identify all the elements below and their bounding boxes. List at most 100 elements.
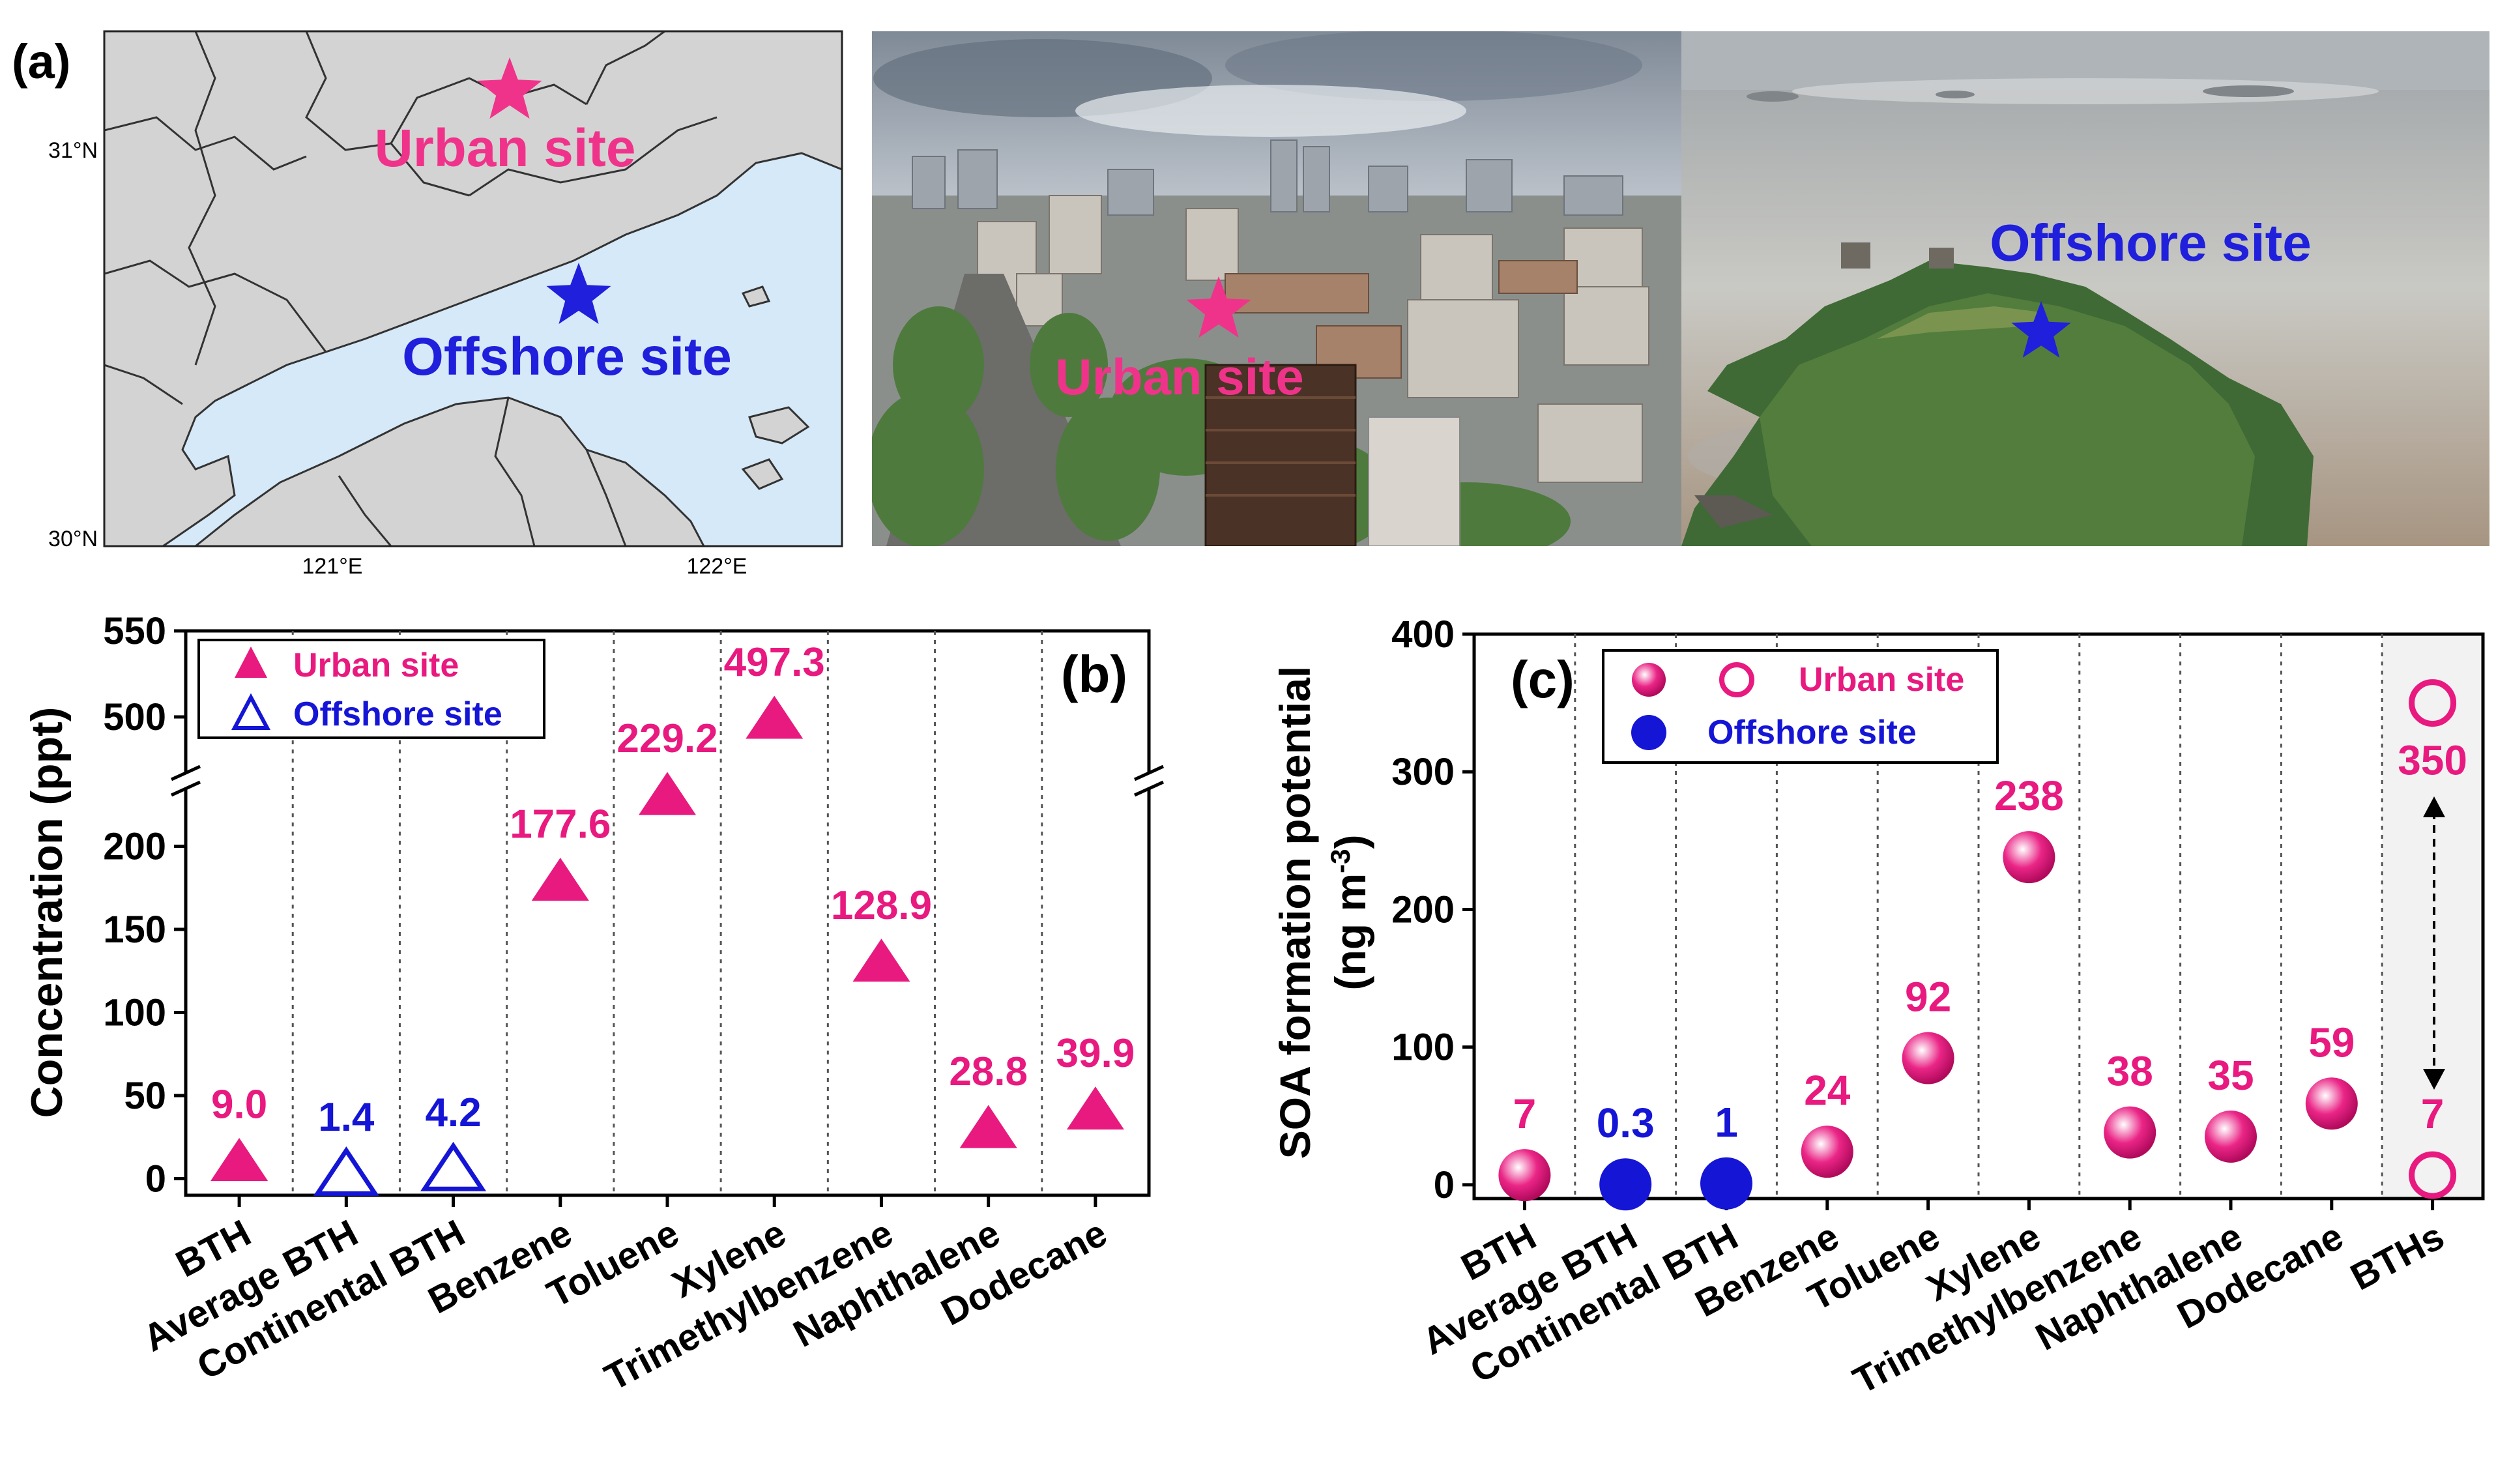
legend-b-offshore-label: Offshore site xyxy=(293,695,502,733)
panel-a-map: (a) 31°N 30°N 121° xyxy=(12,30,843,579)
island xyxy=(748,406,810,444)
y-axis-label-b: Concentration (ppt) xyxy=(22,707,72,1118)
axis-break-mark xyxy=(170,764,201,781)
offshore-photo-star-icon xyxy=(2011,301,2071,358)
axis-break-mark xyxy=(1133,780,1165,797)
axis-break-mark xyxy=(1133,764,1165,781)
urban-photo: Urban site xyxy=(872,31,1687,546)
y-tick-c-100: 100 xyxy=(1391,1026,1455,1069)
data-label-c-3: 24 xyxy=(1804,1067,1851,1114)
data-label-b-6: 128.9 xyxy=(831,883,932,928)
y-tick-c-400: 400 xyxy=(1391,613,1455,656)
urban-site-star-icon xyxy=(477,57,542,119)
data-point-c-0 xyxy=(1498,1149,1551,1202)
data-point-b-0 xyxy=(210,1137,268,1181)
x-label-c-9: BTHs xyxy=(2344,1215,2450,1299)
data-label-c-7: 35 xyxy=(2207,1052,2254,1099)
data-point-c-1 xyxy=(1599,1158,1652,1211)
panel-b-label: (b) xyxy=(1061,645,1127,703)
data-label-b-7: 28.8 xyxy=(949,1049,1028,1094)
y-tick-c-0: 0 xyxy=(1434,1164,1455,1206)
axis-break-gap xyxy=(1136,773,1162,789)
y-tick-b-50: 50 xyxy=(124,1075,166,1117)
offshore-photo: Offshore site xyxy=(1681,31,2489,546)
data-point-c-7 xyxy=(2205,1110,2257,1163)
data-label-c-5: 238 xyxy=(1994,772,2064,819)
map-frame xyxy=(103,30,843,547)
data-point-c-3 xyxy=(1801,1126,1853,1178)
data-label-b-4: 229.2 xyxy=(617,716,718,761)
axis-break-mark xyxy=(170,780,201,797)
data-point-b-8 xyxy=(1066,1086,1124,1130)
urban-photo-label: Urban site xyxy=(1055,348,1303,405)
y-tick-b-550: 550 xyxy=(103,610,166,652)
data-label-c-9: 350 xyxy=(2398,737,2467,784)
data-point-c-4 xyxy=(1902,1032,1954,1084)
y-tick-c-300: 300 xyxy=(1391,751,1455,793)
data-point-b-1 xyxy=(313,1146,379,1196)
data-label-c-6: 38 xyxy=(2107,1048,2153,1095)
data-label-b-0: 9.0 xyxy=(211,1083,267,1128)
data-point-c-9 xyxy=(2409,679,2457,727)
y-axis-label-c-line1: SOA formation potential xyxy=(1271,666,1319,1159)
legend-b-offshore-marker-icon xyxy=(231,693,270,730)
y-tick-b-0: 0 xyxy=(145,1158,166,1200)
panel-a-label: (a) xyxy=(12,35,70,89)
legend-c-offshore-label: Offshore site xyxy=(1707,714,1917,751)
data-label-c-1: 0.3 xyxy=(1597,1099,1655,1146)
axis-break-b xyxy=(170,764,1165,797)
points-c: 7 0.3 1 24 92 238 38 35 59 350 7 xyxy=(1498,679,2467,1211)
legend-b: Urban site Offshore site xyxy=(197,639,545,739)
data-label-c-4: 92 xyxy=(1905,974,1951,1021)
legend-c-urban-open-icon xyxy=(1719,662,1754,697)
panel-c-label: (c) xyxy=(1511,650,1575,708)
y-axis-label-c-line2: (ng m-3) xyxy=(1325,835,1374,991)
y-tick-b-500: 500 xyxy=(103,696,166,738)
data-point-b-7 xyxy=(959,1105,1017,1148)
data-label-b-1: 1.4 xyxy=(318,1095,375,1140)
data-label-c-8: 59 xyxy=(2308,1019,2355,1066)
bths-shade xyxy=(2382,634,2483,1199)
y-ticks-c: 0 100 200 300 400 xyxy=(1391,613,1474,1206)
data-point-c-6 xyxy=(2104,1106,2156,1159)
data-label-c-0: 7 xyxy=(1513,1090,1537,1137)
legend-c-offshore-icon xyxy=(1631,715,1666,750)
offshore-photo-label: Offshore site xyxy=(1990,214,2311,272)
legend-c: Urban site Offshore site xyxy=(1602,649,1999,764)
bths-range-arrow xyxy=(2423,796,2445,1090)
data-point-b-3 xyxy=(531,858,589,901)
y-tick-c-200: 200 xyxy=(1391,888,1455,931)
legend-b-urban-marker-icon xyxy=(235,647,267,678)
y-tick-b-150: 150 xyxy=(103,909,166,951)
data-point-c-5 xyxy=(2003,831,2055,884)
data-label-b-2: 4.2 xyxy=(425,1090,481,1135)
lon-label-121: 121°E xyxy=(302,554,362,579)
lat-label-31: 31°N xyxy=(48,138,98,163)
data-point-c-8 xyxy=(2305,1077,2358,1130)
admin-boundaries xyxy=(104,31,718,546)
data-point-c-10 xyxy=(2409,1151,2457,1199)
legend-c-urban-sphere-icon xyxy=(1632,663,1666,697)
legend-c-urban-label: Urban site xyxy=(1799,661,1964,699)
y-ticks-b: 0 50 100 150 200 500 550 xyxy=(103,610,186,1200)
data-label-b-8: 39.9 xyxy=(1056,1031,1135,1076)
data-point-b-6 xyxy=(852,938,910,982)
data-point-b-2 xyxy=(420,1141,487,1191)
land-south xyxy=(194,396,705,546)
lon-label-122: 122°E xyxy=(686,554,747,579)
y-tick-b-100: 100 xyxy=(103,992,166,1034)
data-label-c-2: 1 xyxy=(1715,1099,1738,1146)
data-point-c-2 xyxy=(1700,1157,1752,1210)
data-label-b-5: 497.3 xyxy=(724,640,825,685)
island xyxy=(741,285,771,308)
lat-label-30: 30°N xyxy=(48,527,98,551)
axis-break-gap xyxy=(173,773,199,789)
data-label-b-3: 177.6 xyxy=(510,802,611,847)
data-label-c-10: 7 xyxy=(2421,1090,2445,1137)
legend-b-urban-label: Urban site xyxy=(293,647,459,684)
